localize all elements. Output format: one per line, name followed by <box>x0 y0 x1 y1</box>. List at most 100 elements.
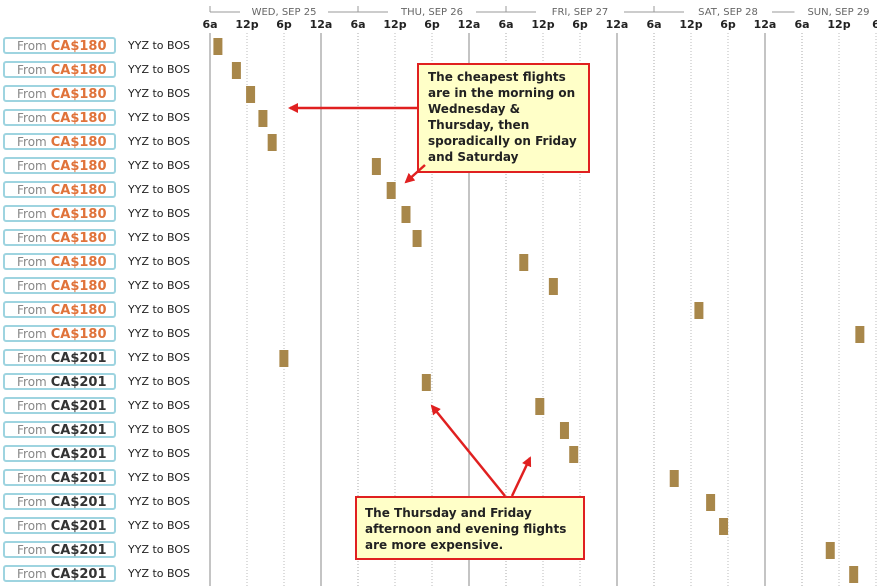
flight-bar[interactable] <box>246 86 256 103</box>
fare-button[interactable]: From CA$180 <box>3 205 116 222</box>
route-label: YYZ to BOS <box>128 471 191 484</box>
fare-from-label: From <box>17 567 47 581</box>
hour-tick-label: 12p <box>235 18 258 31</box>
flight-bar[interactable] <box>213 38 223 55</box>
fare-price: CA$201 <box>50 567 107 582</box>
fare-from-label: From <box>17 423 47 437</box>
hour-tick-label: 6p <box>424 18 440 31</box>
fare-button[interactable]: From CA$180 <box>3 253 116 270</box>
flight-bar[interactable] <box>279 350 289 367</box>
fare-button[interactable]: From CA$201 <box>3 373 116 390</box>
day-label: WED, SEP 25 <box>252 7 317 18</box>
day-label: FRI, SEP 27 <box>552 7 609 18</box>
fare-button[interactable]: From CA$201 <box>3 517 116 534</box>
fare-button[interactable]: From CA$180 <box>3 85 116 102</box>
fare-button[interactable]: From CA$180 <box>3 301 116 318</box>
route-label: YYZ to BOS <box>128 135 191 148</box>
fare-from-label: From <box>17 231 47 245</box>
fare-from-label: From <box>17 207 47 221</box>
flight-bar[interactable] <box>371 158 381 175</box>
hour-tick-label: 6a <box>350 18 365 31</box>
fare-from-label: From <box>17 87 47 101</box>
hour-tick-label: 12p <box>531 18 554 31</box>
fare-price: CA$201 <box>50 351 107 366</box>
fare-price: CA$201 <box>50 495 107 510</box>
flight-bar[interactable] <box>535 398 545 415</box>
fare-button[interactable]: From CA$180 <box>3 229 116 246</box>
flight-bar[interactable] <box>412 230 422 247</box>
fare-button[interactable]: From CA$180 <box>3 133 116 150</box>
route-label: YYZ to BOS <box>128 327 191 340</box>
fare-button[interactable]: From CA$180 <box>3 61 116 78</box>
day-label-bg <box>240 4 328 18</box>
fare-price: CA$180 <box>50 303 107 318</box>
route-label: YYZ to BOS <box>128 63 191 76</box>
flight-bar[interactable] <box>855 326 865 343</box>
flight-bar[interactable] <box>849 566 859 583</box>
route-label: YYZ to BOS <box>128 567 191 580</box>
route-label: YYZ to BOS <box>128 519 191 532</box>
hour-tick-label: 6p <box>276 18 292 31</box>
flight-bar[interactable] <box>825 542 835 559</box>
fare-button[interactable]: From CA$180 <box>3 277 116 294</box>
day-label: SAT, SEP 28 <box>698 7 758 18</box>
fare-price: CA$201 <box>50 447 107 462</box>
flight-bar[interactable] <box>694 302 704 319</box>
fare-from-label: From <box>17 303 47 317</box>
fare-button[interactable]: From CA$201 <box>3 541 116 558</box>
fare-button[interactable]: From CA$201 <box>3 565 116 582</box>
flight-bar[interactable] <box>548 278 558 295</box>
flight-bar[interactable] <box>386 182 396 199</box>
fare-from-label: From <box>17 399 47 413</box>
fare-button[interactable]: From CA$201 <box>3 397 116 414</box>
callout-cheapest: The cheapest flights are in the morning … <box>417 63 590 173</box>
fare-button[interactable]: From CA$180 <box>3 325 116 342</box>
fare-from-label: From <box>17 519 47 533</box>
fare-button[interactable]: From CA$180 <box>3 37 116 54</box>
flight-bar[interactable] <box>706 494 716 511</box>
hour-tick-label: 12a <box>310 18 333 31</box>
fare-from-label: From <box>17 495 47 509</box>
fare-price: CA$201 <box>50 471 107 486</box>
day-label-bg <box>684 4 772 18</box>
day-label: THU, SEP 26 <box>400 7 463 18</box>
fare-price: CA$180 <box>50 63 107 78</box>
fare-button[interactable]: From CA$180 <box>3 181 116 198</box>
flight-bar[interactable] <box>421 374 431 391</box>
fare-price: CA$180 <box>50 279 107 294</box>
flight-bar[interactable] <box>231 62 241 79</box>
flight-bar[interactable] <box>258 110 268 127</box>
flight-bar[interactable] <box>267 134 277 151</box>
fare-price: CA$180 <box>50 231 107 246</box>
flight-bar[interactable] <box>401 206 411 223</box>
fare-button[interactable]: From CA$201 <box>3 469 116 486</box>
flight-bar[interactable] <box>569 446 579 463</box>
day-label: SUN, SEP 29 <box>807 7 869 18</box>
fare-button[interactable]: From CA$180 <box>3 109 116 126</box>
fare-from-label: From <box>17 39 47 53</box>
fare-button[interactable]: From CA$201 <box>3 421 116 438</box>
route-label: YYZ to BOS <box>128 495 191 508</box>
flight-bar[interactable] <box>559 422 569 439</box>
fare-button[interactable]: From CA$180 <box>3 157 116 174</box>
route-label: YYZ to BOS <box>128 111 191 124</box>
hour-tick-label: 12a <box>754 18 777 31</box>
hour-tick-label: 12a <box>606 18 629 31</box>
fare-button[interactable]: From CA$201 <box>3 445 116 462</box>
route-label: YYZ to BOS <box>128 255 191 268</box>
fare-from-label: From <box>17 351 47 365</box>
fare-button[interactable]: From CA$201 <box>3 493 116 510</box>
fare-price: CA$180 <box>50 255 107 270</box>
hour-tick-label: 12p <box>827 18 850 31</box>
fare-price: CA$201 <box>50 375 107 390</box>
fare-from-label: From <box>17 327 47 341</box>
fare-button[interactable]: From CA$201 <box>3 349 116 366</box>
fare-price: CA$180 <box>50 39 107 54</box>
callout-expensive-text: The Thursday and Friday afternoon and ev… <box>365 506 567 552</box>
fare-price: CA$180 <box>50 111 107 126</box>
hour-tick-label: 12a <box>458 18 481 31</box>
flight-bar[interactable] <box>519 254 529 271</box>
flight-bar[interactable] <box>719 518 729 535</box>
fare-from-label: From <box>17 63 47 77</box>
flight-bar[interactable] <box>669 470 679 487</box>
